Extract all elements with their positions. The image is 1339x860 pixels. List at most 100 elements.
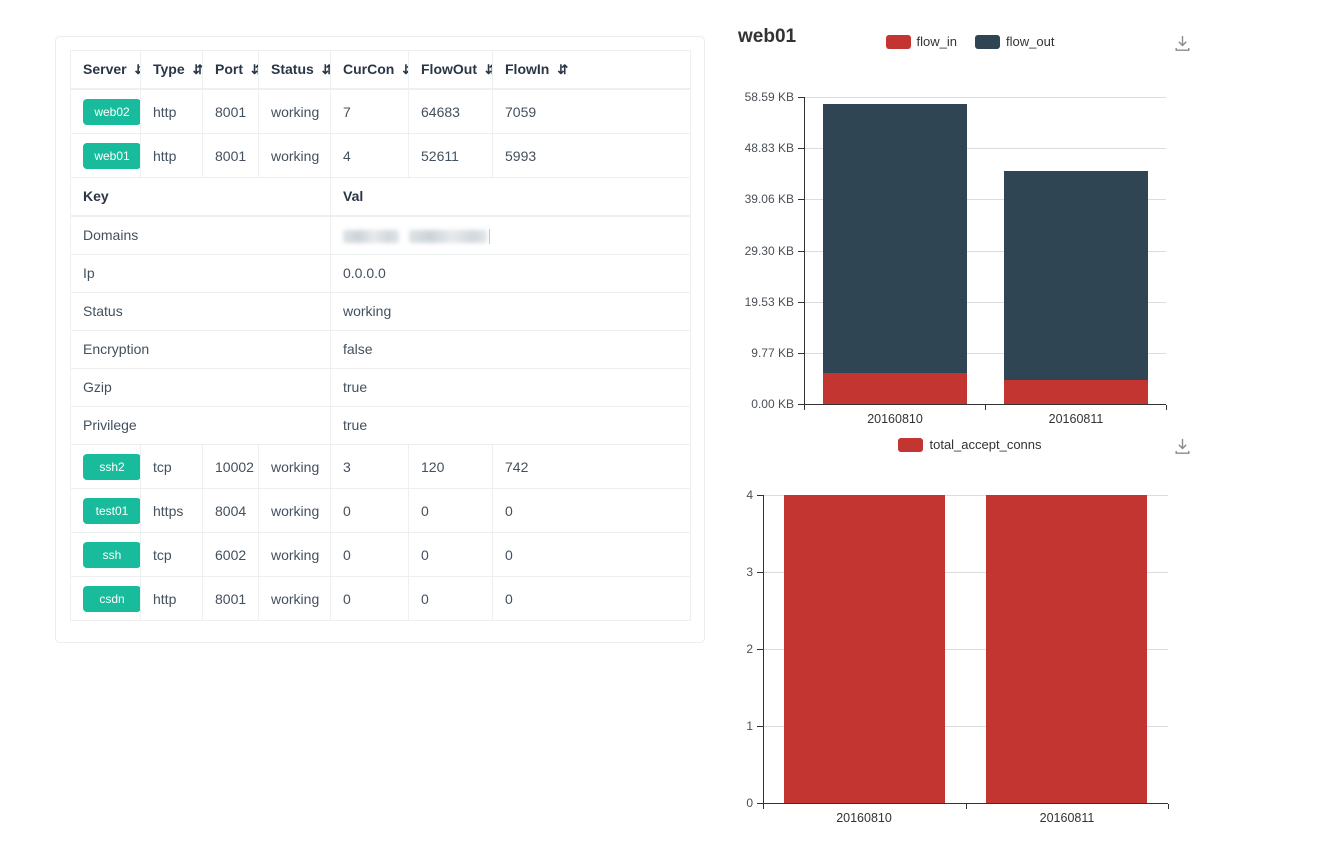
server-button[interactable]: web01 [83, 143, 140, 169]
bar-flow_out-20160810[interactable] [823, 104, 967, 374]
bar-flow_in-20160811[interactable] [1004, 380, 1148, 404]
y-axis-label: 0 [746, 796, 753, 810]
sort-icon[interactable]: ⇵ [322, 62, 330, 77]
column-header-port[interactable]: Port ⇵ [202, 50, 259, 90]
y-axis-tick [798, 97, 804, 98]
sort-icon[interactable]: ⇵ [192, 62, 203, 77]
legend-swatch [885, 34, 911, 49]
cell-flowout: 52611 [408, 133, 493, 178]
legend-swatch [975, 34, 1001, 49]
download-button-flow-chart[interactable] [1170, 32, 1194, 56]
y-axis-tick [757, 495, 763, 496]
column-header-flowout[interactable]: FlowOut ⇵ [408, 50, 493, 90]
cell-curcon: 7 [330, 88, 409, 134]
kv-key: Encryption [70, 330, 331, 369]
server-button[interactable]: test01 [83, 498, 140, 524]
gridline [804, 199, 1166, 200]
gridline [763, 726, 1168, 727]
y-axis-label: 0.00 KB [751, 397, 794, 411]
column-header-status[interactable]: Status ⇵ [258, 50, 331, 90]
cell-status: working [258, 444, 331, 489]
table-row: test01 https 8004 working 0 0 0 [70, 488, 691, 533]
x-axis-tick [763, 804, 764, 809]
server-button[interactable]: ssh2 [83, 454, 140, 480]
keyval-row: Ip 0.0.0.0 [70, 254, 691, 293]
cell-flowin: 0 [492, 532, 691, 577]
kv-value: true [330, 368, 691, 407]
download-button-conns-chart[interactable] [1170, 435, 1194, 459]
sort-icon[interactable]: ⇵ [402, 62, 407, 77]
cell-status: working [258, 488, 331, 533]
bar-total_accept_conns-20160811[interactable] [986, 495, 1147, 803]
y-axis-label: 9.77 KB [751, 346, 794, 360]
server-button[interactable]: csdn [83, 586, 140, 612]
redacted-domain-text [343, 229, 399, 243]
legend-item-flow_out[interactable]: flow_out [975, 34, 1054, 49]
keyval-val-header: Val [330, 177, 691, 217]
y-axis-tick [798, 199, 804, 200]
gridline [804, 302, 1166, 303]
cell-server: test01 [70, 488, 141, 533]
table-row: web01 http 8001 working 4 52611 5993 [70, 133, 691, 178]
server-button[interactable]: web02 [83, 99, 140, 125]
keyval-row: Encryption false [70, 330, 691, 369]
table-row: ssh tcp 6002 working 0 0 0 [70, 532, 691, 577]
x-axis-label: 20160811 [1048, 412, 1104, 426]
cell-flowout: 64683 [408, 88, 493, 134]
y-axis-tick [798, 353, 804, 354]
column-header-label: CurCon [343, 61, 395, 77]
server-table-head: Server⇵Type⇵Port⇵Status⇵CurCon⇵FlowOut⇵F… [70, 50, 691, 90]
cell-flowout: 0 [408, 532, 493, 577]
server-detail-card: Server⇵Type⇵Port⇵Status⇵CurCon⇵FlowOut⇵F… [55, 36, 705, 643]
y-axis-tick [757, 649, 763, 650]
y-axis-tick [798, 404, 804, 405]
cell-curcon: 4 [330, 133, 409, 178]
cell-server: csdn [70, 576, 141, 621]
server-table-body: web02 http 8001 working 7 64683 7059 web01 http 8… [70, 88, 691, 621]
bar-flow_out-20160811[interactable] [1004, 171, 1148, 380]
y-axis-label: 39.06 KB [744, 192, 794, 206]
legend-swatch [898, 437, 924, 452]
cell-port: 10002 [202, 444, 259, 489]
server-table: Server⇵Type⇵Port⇵Status⇵CurCon⇵FlowOut⇵F… [70, 50, 691, 621]
legend-item-flow_in[interactable]: flow_in [885, 34, 957, 49]
cell-curcon: 3 [330, 444, 409, 489]
cell-flowin: 742 [492, 444, 691, 489]
sort-icon[interactable]: ⇵ [135, 62, 140, 77]
column-header-type[interactable]: Type ⇵ [140, 50, 203, 90]
download-icon [1175, 439, 1189, 454]
y-axis-label: 29.30 KB [744, 244, 794, 258]
y-axis-tick [798, 251, 804, 252]
kv-key: Privilege [70, 406, 331, 445]
bar-total_accept_conns-20160810[interactable] [784, 495, 945, 803]
y-axis-tick [757, 572, 763, 573]
kv-key: Gzip [70, 368, 331, 407]
cell-type: tcp [140, 532, 203, 577]
column-header-curcon[interactable]: CurCon ⇵ [330, 50, 409, 90]
x-axis-tick [1168, 804, 1169, 809]
cell-port: 8001 [202, 88, 259, 134]
sort-icon[interactable]: ⇵ [485, 62, 492, 77]
y-axis-line [763, 495, 764, 803]
cell-type: tcp [140, 444, 203, 489]
column-header-label: Status [271, 61, 314, 77]
column-header-label: FlowOut [421, 61, 477, 77]
sort-icon[interactable]: ⇵ [251, 62, 258, 77]
column-header-flowin[interactable]: FlowIn ⇵ [492, 50, 691, 90]
bar-flow_in-20160810[interactable] [823, 373, 967, 404]
cell-status: working [258, 133, 331, 178]
sort-icon[interactable]: ⇵ [557, 62, 569, 77]
column-header-server[interactable]: Server ⇵ [70, 50, 141, 90]
y-axis-tick [798, 148, 804, 149]
y-axis-tick [798, 302, 804, 303]
conns-chart-legend: total_accept_conns [730, 437, 1210, 452]
server-button[interactable]: ssh [83, 542, 140, 568]
gridline [804, 97, 1166, 98]
cell-type: http [140, 133, 203, 178]
cell-status: working [258, 532, 331, 577]
kv-value: true [330, 406, 691, 445]
legend-item-total_accept_conns[interactable]: total_accept_conns [898, 437, 1042, 452]
y-axis-label: 4 [746, 488, 753, 502]
column-header-label: FlowIn [505, 61, 550, 77]
cell-port: 8001 [202, 576, 259, 621]
